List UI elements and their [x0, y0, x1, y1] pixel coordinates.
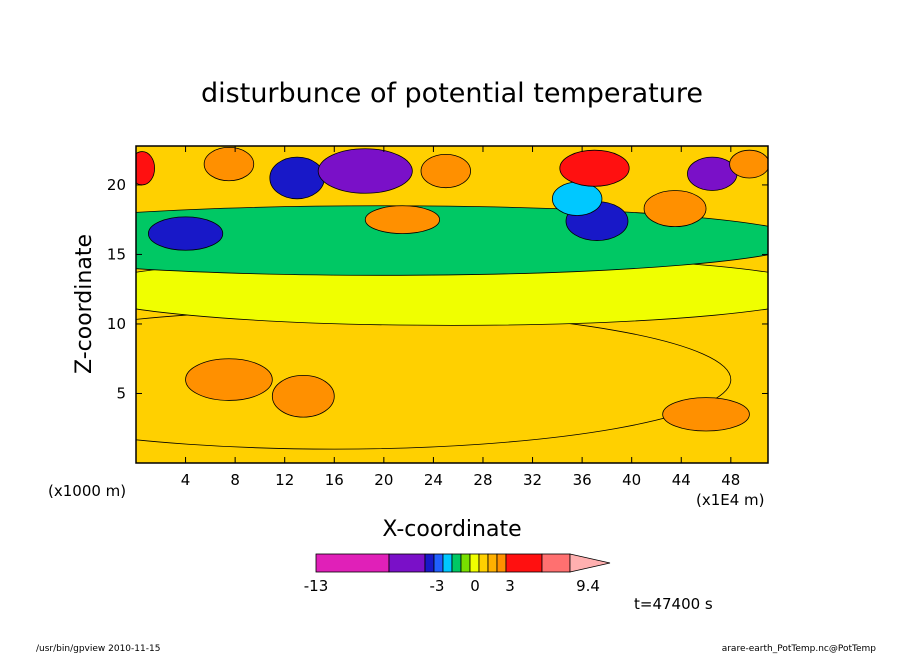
x-tick-label: 16: [325, 471, 344, 489]
x-tick-label: 48: [721, 471, 740, 489]
time-label: t=47400 s: [634, 595, 713, 613]
contour-region: [185, 358, 273, 401]
colorbar-swatch: [541, 553, 571, 573]
x-tick-label: 24: [424, 471, 443, 489]
footer-right: arare-earth_PotTemp.nc@PotTemp: [722, 644, 877, 654]
colorbar-swatch: [478, 553, 489, 573]
colorbar-swatch: [315, 553, 390, 573]
y-tick-label: 15: [107, 245, 126, 263]
footer-left: /usr/bin/gpview 2010-11-15: [36, 644, 160, 654]
contour-region: [269, 156, 325, 200]
contour-regions: [136, 146, 768, 450]
colorbar-swatch: [442, 553, 453, 573]
plot-frame: [135, 145, 769, 464]
chart-title: disturbunce of potential temperature: [201, 78, 703, 109]
x-axis-unit-right: (x1E4 m): [696, 491, 765, 509]
x-tick-label: 44: [672, 471, 691, 489]
x-axis-ticks: 4 8 12 16 20 24 28 32 36 40 44 48: [181, 146, 740, 489]
colorbar-label: -13: [304, 577, 329, 595]
y-tick-label: 10: [107, 315, 126, 333]
contour-region: [643, 190, 707, 228]
colorbar-swatch: [451, 553, 462, 573]
colorbar-swatch: [496, 553, 507, 573]
contour-region: [551, 181, 603, 216]
x-axis-unit-left: (x1000 m): [48, 482, 126, 500]
x-tick-label: 36: [573, 471, 592, 489]
colorbar-swatch: [388, 553, 426, 573]
x-tick-label: 4: [181, 471, 191, 489]
colorbar-label: -3: [430, 577, 445, 595]
y-axis-ticks: 5 10 15 20: [107, 176, 768, 402]
colorbar-swatch: [424, 553, 435, 573]
x-tick-label: 20: [374, 471, 393, 489]
x-tick-label: 28: [473, 471, 492, 489]
x-tick-label: 8: [230, 471, 240, 489]
contour-region: [136, 151, 155, 186]
colorbar-label: 3: [505, 577, 515, 595]
contour-region: [420, 153, 471, 189]
contour-region: [559, 149, 630, 187]
contour-region: [147, 216, 224, 251]
colorbar-swatch: [469, 553, 480, 573]
colorbar-swatch: [433, 553, 444, 573]
colorbar-label: 0: [470, 577, 480, 595]
colorbar-swatch: [505, 553, 543, 573]
y-tick-label: 5: [116, 384, 126, 402]
contour-region: [271, 375, 335, 418]
x-tick-label: 32: [523, 471, 542, 489]
colorbar-label: 9.4: [576, 577, 600, 595]
contour-region: [203, 146, 255, 182]
contour-region: [729, 149, 768, 179]
contour-region: [662, 397, 750, 432]
x-axis-label: X-coordinate: [382, 517, 521, 542]
colorbar-swatch: [487, 553, 498, 573]
colorbar: -13 -3 0 3 9.4: [304, 553, 611, 595]
colorbar-arrow: [569, 553, 611, 573]
contour-region: [364, 205, 441, 234]
colorbar-swatch: [460, 553, 471, 573]
x-tick-label: 40: [622, 471, 641, 489]
y-tick-label: 20: [107, 176, 126, 194]
contour-region: [317, 148, 413, 194]
y-axis-label: Z-coordinate: [72, 234, 97, 374]
x-tick-label: 12: [275, 471, 294, 489]
